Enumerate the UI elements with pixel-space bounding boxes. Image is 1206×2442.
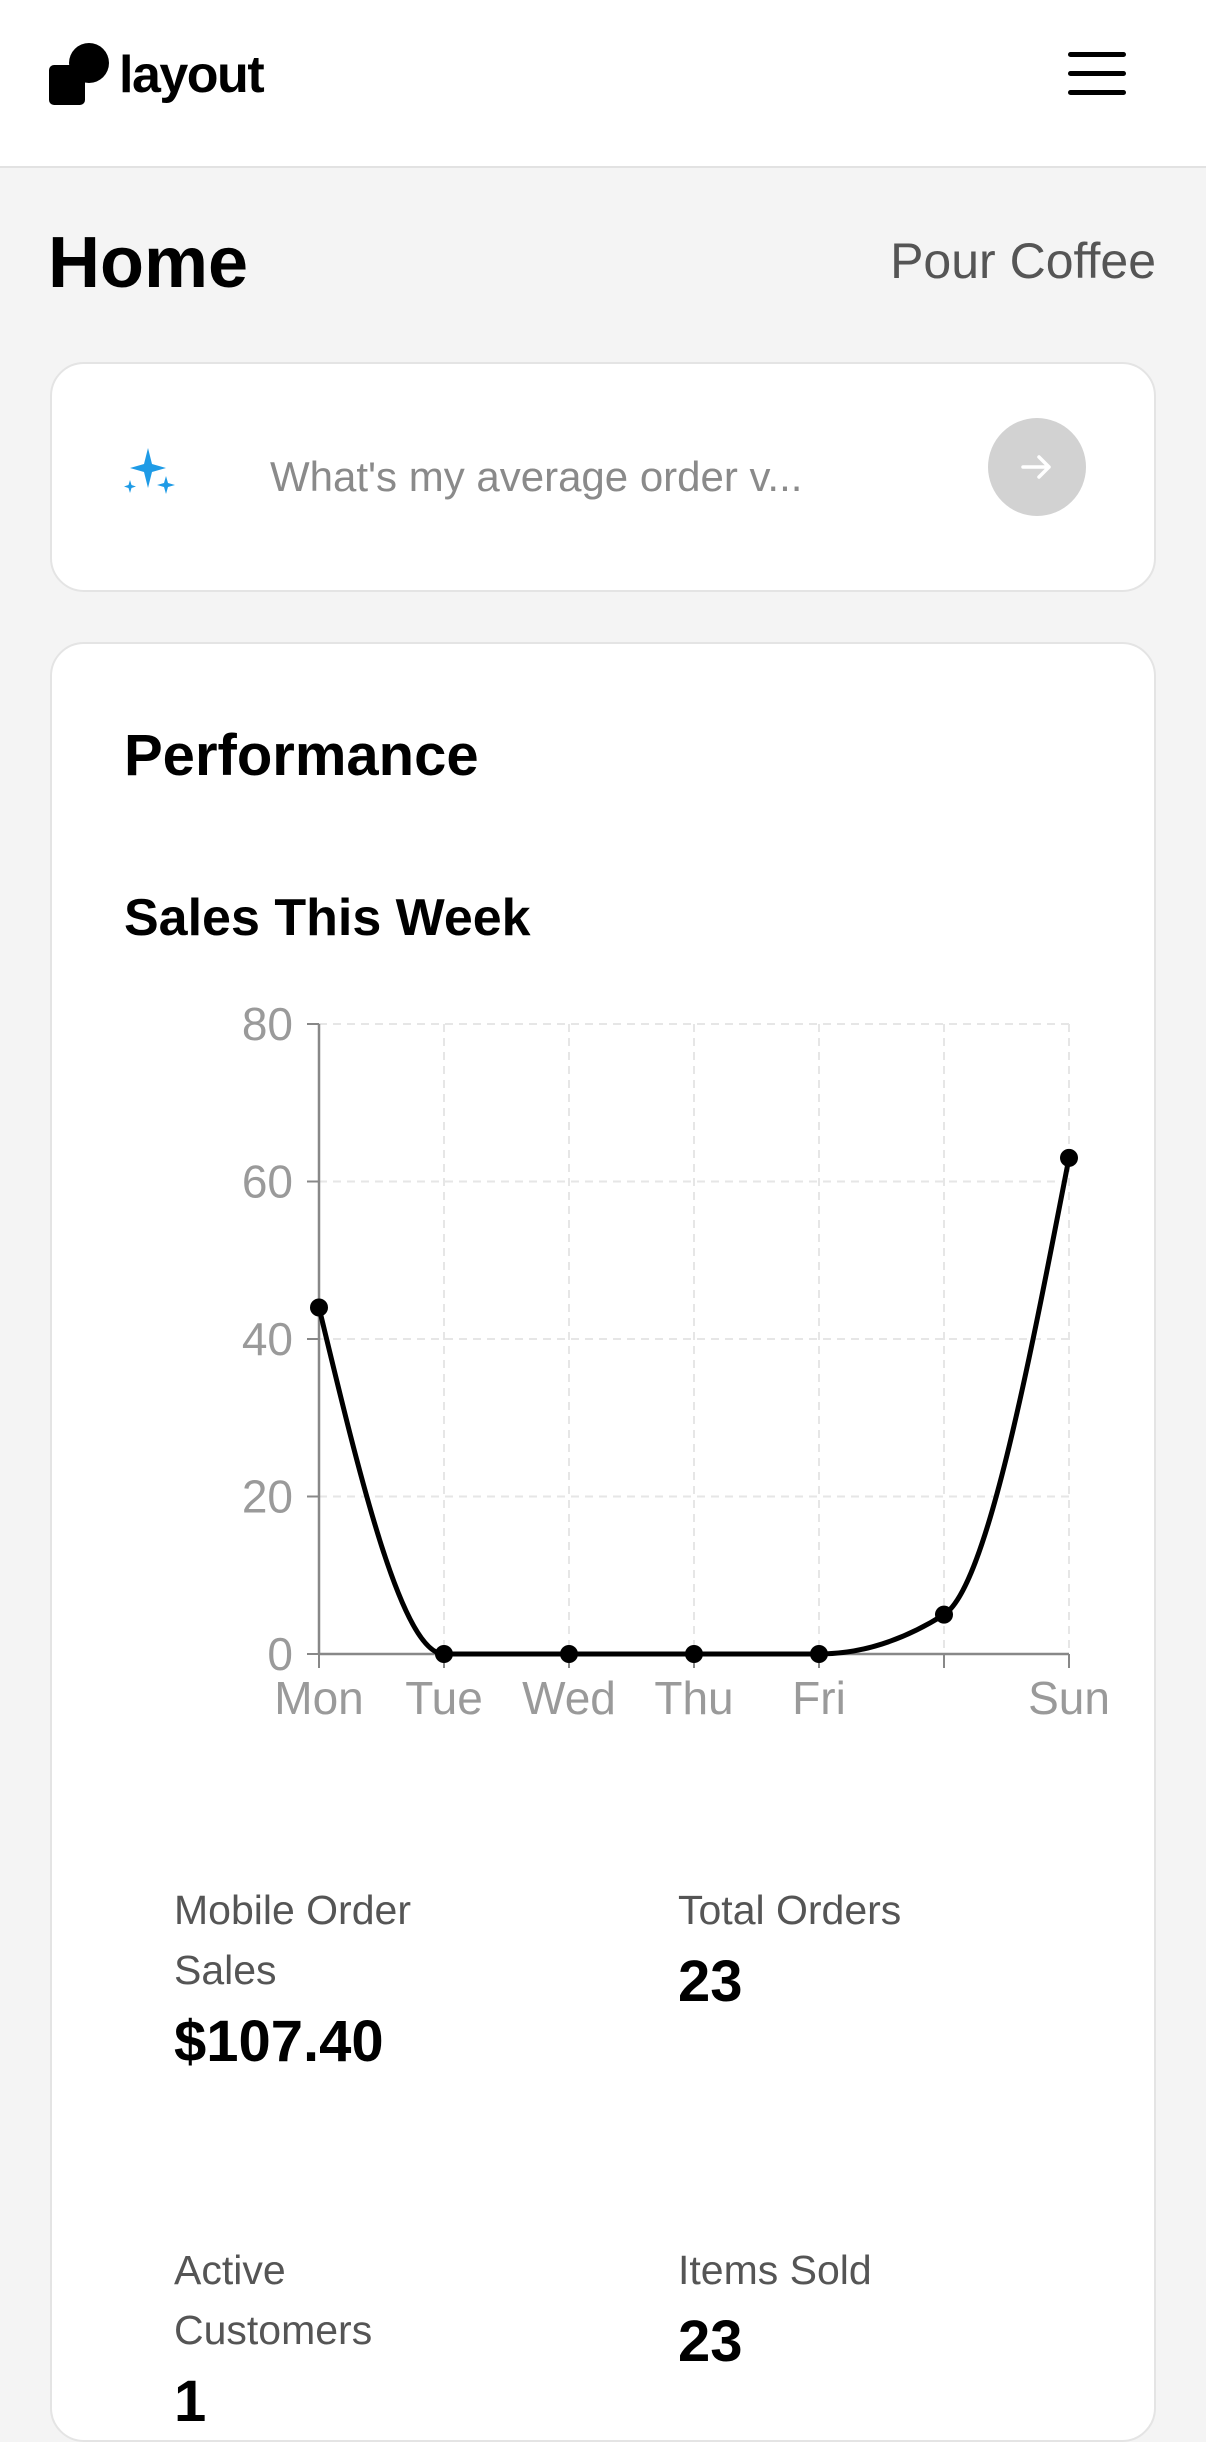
stat-value: $107.40 [174, 2009, 384, 2074]
logo-text: layout [119, 46, 265, 104]
stat-label: Active Customers [174, 2247, 373, 2353]
data-point-thu[interactable] [685, 1645, 703, 1663]
stat-active-customers: Active Customers 1 [174, 2240, 634, 2435]
ask-assistant-card [50, 362, 1156, 592]
performance-title: Performance [124, 723, 479, 788]
x-tick-label: Sun [1028, 1672, 1110, 1724]
hamburger-menu-icon[interactable] [1068, 52, 1126, 100]
logo-icon [49, 43, 109, 105]
performance-card: Performance Sales This Week 0 20 40 60 80 Mon… [50, 642, 1156, 2442]
stat-total-orders: Total Orders 23 [678, 1880, 1078, 2015]
x-tick-label: Thu [654, 1672, 733, 1724]
data-point-sun[interactable] [1060, 1148, 1078, 1167]
data-point-sat[interactable] [935, 1605, 953, 1624]
x-tick-label: Mon [274, 1672, 363, 1724]
y-tick-label: 40 [242, 1313, 293, 1365]
arrow-right-icon [1021, 455, 1051, 479]
page-title: Home [48, 223, 249, 303]
x-tick-label: Fri [792, 1672, 846, 1724]
top-bar: layout [0, 0, 1206, 168]
logo[interactable]: layout [47, 42, 265, 108]
stat-mobile-order-sales: Mobile Order Sales $107.40 [174, 1880, 634, 2075]
stat-value: 23 [678, 1949, 743, 2014]
data-point-fri[interactable] [810, 1645, 828, 1663]
stat-items-sold: Items Sold 23 [678, 2240, 1078, 2375]
data-point-mon[interactable] [310, 1298, 328, 1317]
ask-input[interactable] [268, 436, 812, 518]
stat-label: Total Orders [678, 1887, 902, 1933]
x-tick-label: Tue [405, 1672, 483, 1724]
y-tick-label: 20 [242, 1471, 293, 1523]
y-tick-label: 60 [242, 1156, 293, 1208]
y-tick-label: 80 [242, 998, 293, 1050]
sales-line-chart: 0 20 40 60 80 Mon Tue Wed Thu Fri Sun [242, 998, 1110, 1724]
sparkle-icon [124, 448, 175, 494]
stat-label: Items Sold [678, 2247, 872, 2293]
x-tick-label: Wed [522, 1672, 616, 1724]
y-tick-label: 0 [267, 1628, 293, 1680]
data-point-wed[interactable] [560, 1645, 578, 1663]
stat-value: 23 [678, 2309, 743, 2374]
stat-label: Mobile Order Sales [174, 1887, 411, 1993]
data-point-tue[interactable] [435, 1645, 453, 1663]
chart-title: Sales This Week [124, 889, 531, 947]
org-name[interactable]: Pour Coffee [890, 233, 1156, 289]
send-button[interactable] [988, 418, 1086, 516]
stat-value: 1 [174, 2369, 207, 2434]
